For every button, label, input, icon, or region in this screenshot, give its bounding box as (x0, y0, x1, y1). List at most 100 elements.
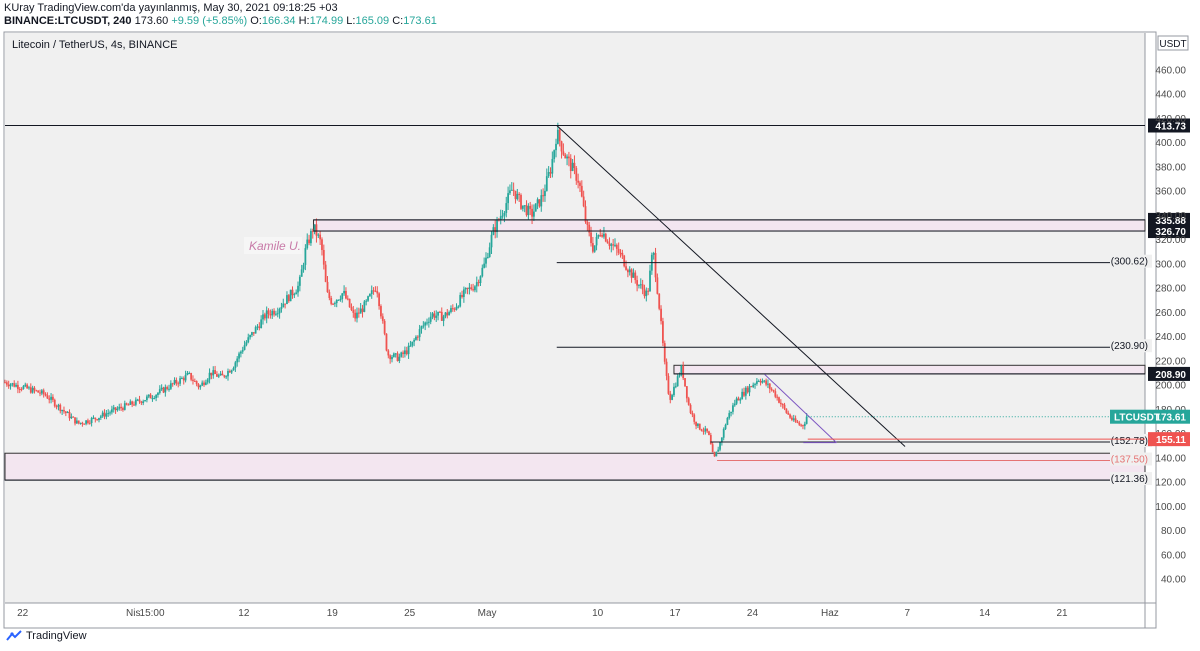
candle-body (774, 391, 777, 397)
candle-body (599, 234, 602, 236)
candle-body (278, 309, 281, 314)
candle-body (505, 203, 508, 213)
candle-body (254, 327, 257, 334)
candle-body (778, 397, 780, 403)
candle-body (805, 416, 808, 424)
currency-button-label: USDT (1159, 39, 1186, 50)
candle-body (579, 182, 581, 186)
candle-body (485, 257, 487, 264)
candle-body (330, 297, 333, 304)
candle-body (499, 216, 502, 220)
level-label: (121.36) (1111, 474, 1148, 485)
candle-body (311, 230, 314, 232)
candle-body (586, 221, 589, 225)
candle-body (243, 345, 246, 350)
candle-body (249, 335, 252, 338)
candle-body (593, 245, 596, 252)
level-label: (300.62) (1111, 257, 1148, 268)
candle-body (494, 227, 497, 233)
candle-body (772, 390, 775, 392)
candle-body (735, 398, 738, 404)
candle-body (597, 234, 600, 237)
candle-body (101, 412, 104, 417)
candle-body (431, 313, 434, 317)
candle-body (123, 403, 126, 410)
time-tick-label: 14 (979, 608, 991, 619)
candle-body (503, 212, 506, 216)
candle-body (450, 308, 452, 313)
candle-body (413, 339, 416, 342)
candle-body (437, 311, 439, 316)
candle-body (313, 224, 316, 232)
candle-body (127, 404, 130, 406)
candle-body (433, 313, 436, 318)
candle-body (440, 311, 443, 321)
candle-body (446, 312, 449, 316)
candle-body (538, 199, 541, 207)
candle-body (389, 355, 392, 360)
candle-body (367, 296, 369, 301)
price-tick-label: 200.00 (1155, 381, 1186, 392)
candle-body (81, 422, 84, 424)
candle-body (752, 384, 755, 387)
candle-body (394, 353, 397, 355)
candle-body (573, 162, 576, 168)
zone-box (4, 452, 1146, 481)
candle-body (398, 356, 401, 362)
price-axis: 40.0060.0080.00100.00120.00140.00160.001… (1155, 65, 1186, 585)
candle-body (24, 384, 27, 387)
candle-body (109, 412, 111, 414)
candle-body (481, 267, 484, 277)
candle-body (785, 408, 788, 413)
currency-button[interactable]: USDT (1157, 35, 1189, 51)
candle-body (706, 428, 709, 432)
candle-body (168, 388, 170, 390)
candle-body (649, 270, 651, 292)
candle-body (424, 322, 427, 326)
candle-body (5, 382, 8, 385)
price-tick-label: 320.00 (1155, 235, 1186, 246)
candle-body (363, 301, 366, 312)
candle-body (129, 401, 132, 405)
candle-body (743, 391, 745, 396)
candle-body (488, 247, 491, 257)
candle-body (632, 272, 635, 278)
candle-body (595, 236, 598, 246)
tradingview-logo[interactable]: TradingView (6, 630, 87, 642)
candle-body (35, 390, 38, 392)
candle-body (177, 383, 180, 385)
candle-body (68, 412, 71, 419)
price-tick-label: 120.00 (1155, 478, 1186, 489)
candle-body (765, 380, 768, 385)
candle-body (118, 406, 121, 409)
price-tick-label: 380.00 (1155, 162, 1186, 173)
candle-body (416, 336, 419, 338)
trendline (764, 374, 837, 444)
time-tick-label: 17 (670, 608, 682, 619)
candle-body (584, 206, 587, 222)
annotation-note[interactable]: Kamile U. (244, 237, 302, 254)
candle-body (722, 428, 725, 438)
candle-body (748, 386, 751, 393)
close-label: C: (392, 15, 404, 27)
candle-body (326, 281, 329, 293)
candle-body (474, 286, 476, 291)
candle-body (219, 373, 222, 376)
candle-body (322, 249, 325, 265)
candle-body (615, 244, 618, 249)
candle-body (763, 380, 766, 382)
candle-body (59, 404, 62, 412)
time-tick-label: 25 (404, 608, 416, 619)
candle-body (79, 422, 82, 424)
candle-body (533, 211, 535, 217)
candle-body (549, 172, 552, 174)
candle-body (669, 393, 672, 400)
candle-body (682, 365, 685, 379)
candle-body (280, 307, 283, 310)
trendlines-layer (556, 125, 906, 447)
candle-body (468, 287, 471, 289)
candle-body (514, 190, 517, 200)
candle-body (385, 333, 388, 351)
candle-body (162, 387, 165, 393)
